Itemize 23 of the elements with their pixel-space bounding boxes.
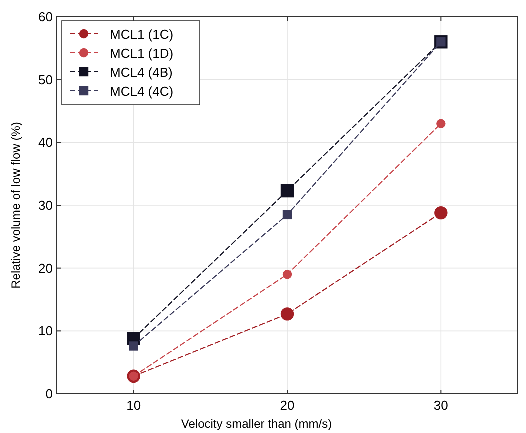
y-tick-label: 40 [38,135,53,150]
x-axis-title: Velocity smaller than (mm/s) [181,417,332,431]
x-tick-label: 20 [280,398,295,413]
y-tick-label: 20 [38,260,53,276]
x-tick-label: 10 [126,398,142,413]
y-axis-title: Relative volume of low flow (%) [9,122,23,289]
point [280,308,294,321]
point [280,184,294,198]
point [129,342,138,351]
y-tick-label: 50 [38,72,53,88]
y-tick-label: 30 [38,198,53,213]
x-tick-label: 30 [434,398,448,413]
y-tick-label: 60 [38,10,53,24]
y-tick-label: 10 [38,324,53,339]
point [434,206,448,220]
legend-label: MCL4 (4C) [110,84,174,99]
legend-label: MCL4 (4B) [110,65,173,80]
y-tick-label: 0 [46,386,53,402]
point [282,210,292,220]
point [282,270,292,280]
legend-label: MCL1 (1D) [110,46,174,61]
legend-label: MCL1 (1C) [110,27,174,42]
point [436,119,446,128]
